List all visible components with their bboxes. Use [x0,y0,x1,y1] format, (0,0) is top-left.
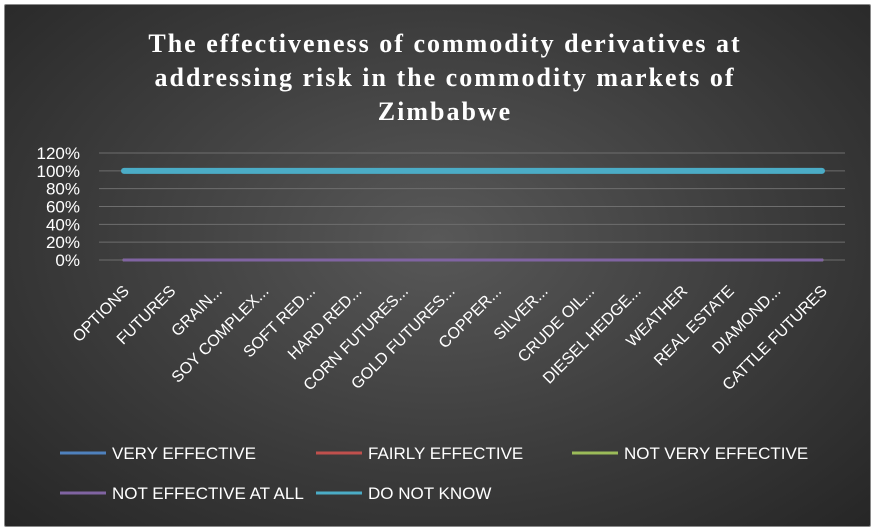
y-tick-label: 60% [46,198,80,217]
y-tick-label: 80% [46,180,80,199]
chart-area: The effectiveness of commodity derivativ… [4,4,871,527]
legend-label: FAIRLY EFFECTIVE [368,444,523,463]
y-tick-label: 40% [46,215,80,234]
y-tick-label: 120% [37,144,80,163]
y-tick-label: 100% [37,162,80,181]
y-tick-label: 0% [55,251,80,270]
legend-label: VERY EFFECTIVE [112,444,256,463]
x-tick-label: REAL ESTATE [651,283,738,370]
legend-label: NOT EFFECTIVE AT ALL [112,484,304,503]
legend-label: DO NOT KNOW [368,484,491,503]
chart-title: The effectiveness of commodity derivativ… [148,29,742,126]
legend-label: NOT VERY EFFECTIVE [624,444,808,463]
y-tick-label: 20% [46,233,80,252]
